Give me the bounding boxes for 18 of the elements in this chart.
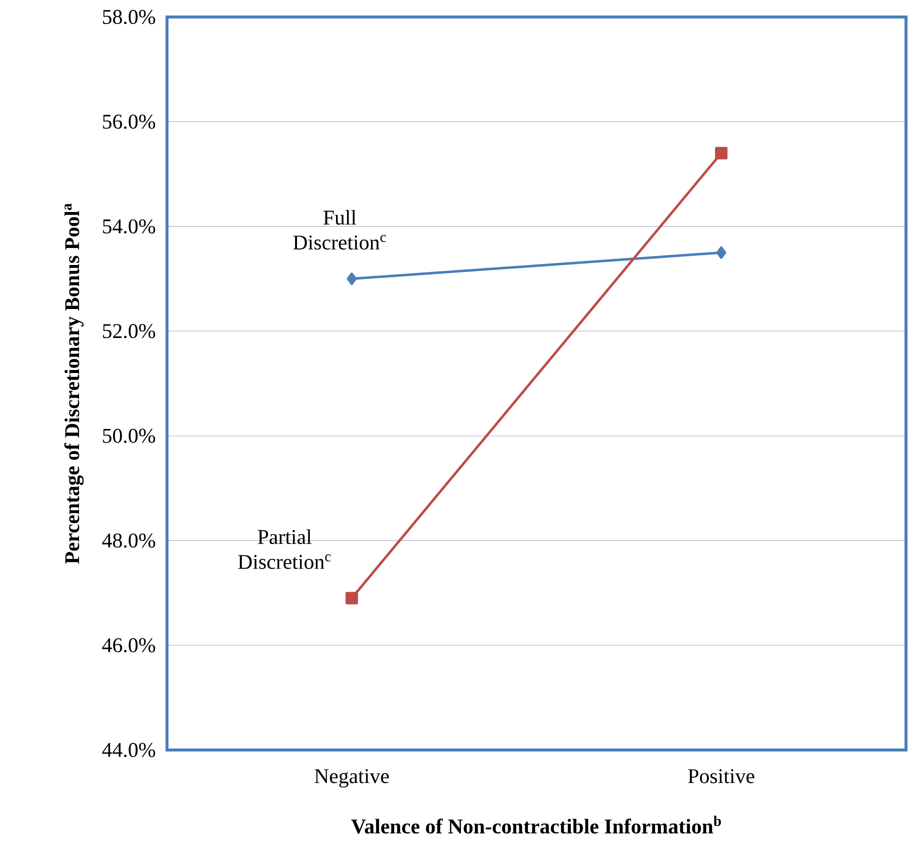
y-tick-label: 44.0%: [102, 742, 156, 758]
point: [346, 272, 357, 286]
x-tick-label: Positive: [688, 769, 754, 784]
series-label: Full Discretion$^{c}$: [293, 210, 386, 250]
series-label: Partial Discretion$^{c}$: [238, 529, 331, 569]
x-axis-title: Valence of Non-contractible Information$^{b}$: [351, 816, 721, 834]
y-axis-title: Percentage of Discretionary Bonus Pool$^{a}$: [64, 203, 84, 564]
y-tick-label: 46.0%: [102, 638, 156, 652]
y-tick-label: 58.0%: [103, 10, 156, 24]
point: [346, 592, 358, 604]
x-tick-label: Negative: [314, 769, 389, 788]
point: [715, 146, 728, 160]
y-tick-label: 52.0%: [103, 324, 156, 338]
y-tick-label: 54.0%: [103, 219, 156, 234]
y-tick-label: 56.0%: [103, 114, 156, 129]
point: [716, 246, 726, 259]
y-tick-label: 48.0%: [102, 533, 156, 548]
y-tick-label: 50.0%: [103, 428, 156, 443]
